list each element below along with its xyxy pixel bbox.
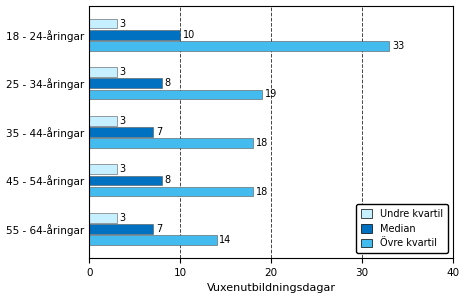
Text: 3: 3 <box>120 164 126 174</box>
Bar <box>89 213 117 223</box>
Text: 33: 33 <box>392 41 404 51</box>
Text: 3: 3 <box>120 116 126 126</box>
Text: 8: 8 <box>165 78 171 88</box>
Bar <box>89 67 117 77</box>
Bar <box>89 187 253 196</box>
Text: 18: 18 <box>256 138 268 148</box>
Bar <box>89 90 262 99</box>
Bar <box>89 176 162 185</box>
Text: 3: 3 <box>120 67 126 77</box>
Text: 19: 19 <box>265 89 277 100</box>
X-axis label: Vuxenutbildningsdagar: Vuxenutbildningsdagar <box>206 283 336 293</box>
Bar <box>89 78 162 88</box>
Text: 8: 8 <box>165 176 171 185</box>
Bar <box>89 127 153 137</box>
Text: 18: 18 <box>256 187 268 197</box>
Text: 14: 14 <box>219 235 232 245</box>
Bar <box>89 41 389 51</box>
Text: 7: 7 <box>156 127 162 137</box>
Bar <box>89 224 153 234</box>
Text: 3: 3 <box>120 19 126 28</box>
Bar <box>89 116 117 126</box>
Bar <box>89 164 117 174</box>
Text: 3: 3 <box>120 213 126 223</box>
Bar <box>89 235 217 245</box>
Bar <box>89 30 180 39</box>
Bar <box>89 138 253 148</box>
Text: 10: 10 <box>183 30 195 40</box>
Text: 7: 7 <box>156 224 162 234</box>
Legend: Undre kvartil, Median, Övre kvartil: Undre kvartil, Median, Övre kvartil <box>356 204 448 253</box>
Bar <box>89 19 117 28</box>
